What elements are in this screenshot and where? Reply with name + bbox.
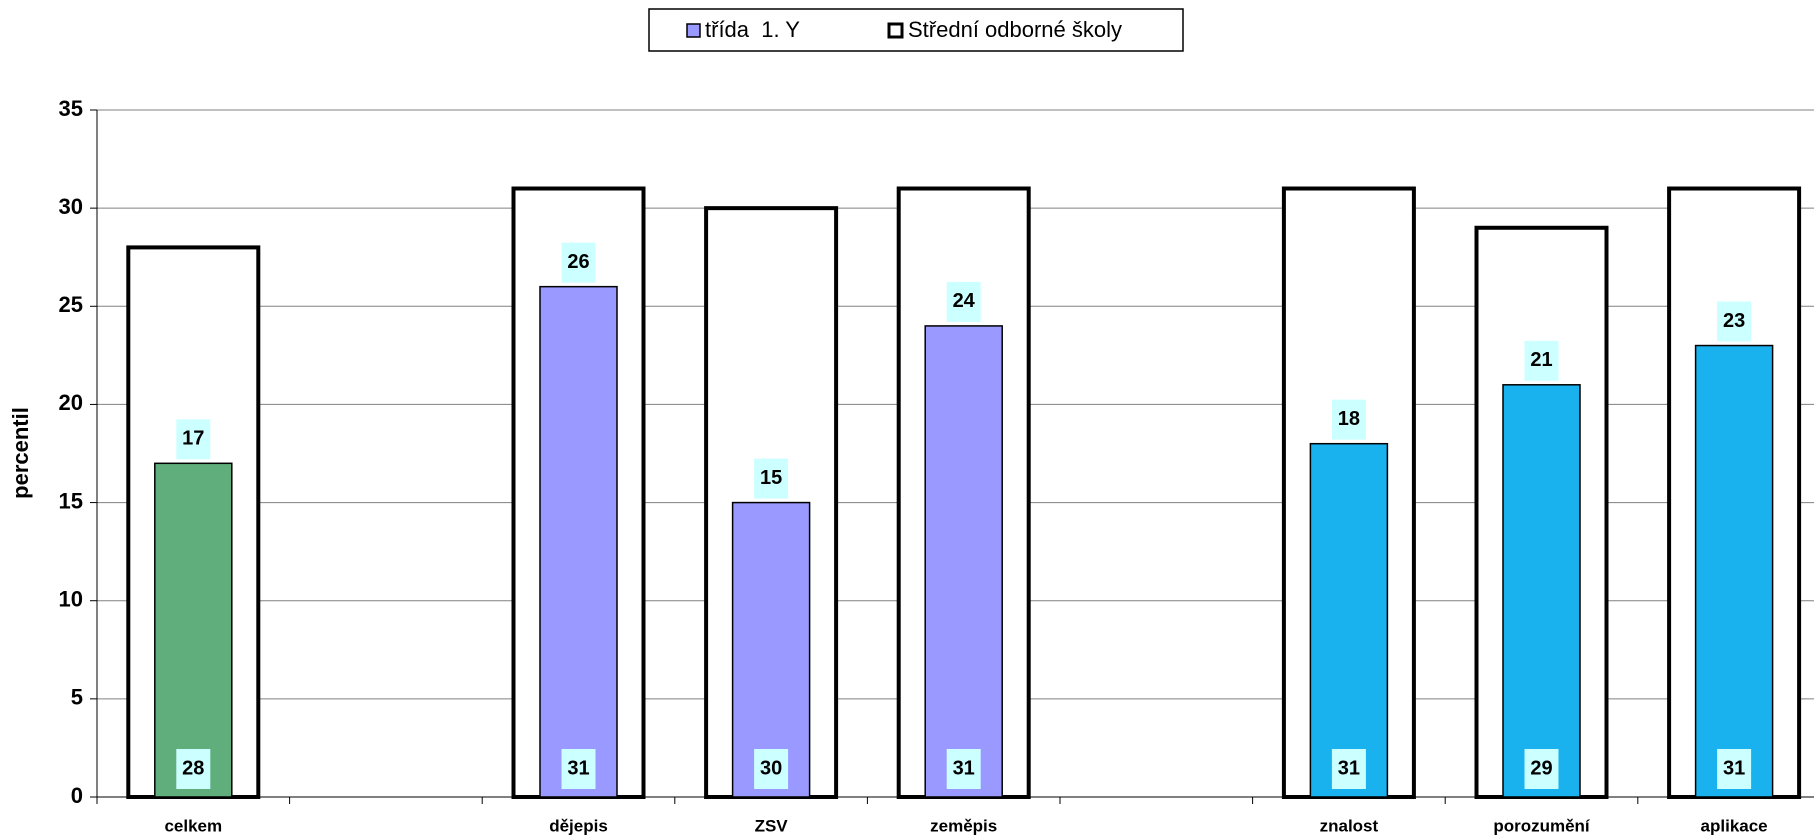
y-tick-label: 0	[71, 783, 83, 808]
value-label: 30	[760, 757, 782, 779]
value-label: 31	[1723, 757, 1745, 779]
x-tick-label: porozumění	[1493, 816, 1591, 835]
value-label: 21	[1530, 349, 1552, 371]
x-tick-label: znalost	[1320, 816, 1379, 835]
value-label-bg	[1717, 749, 1752, 789]
x-tick-label: zeměpis	[930, 816, 997, 835]
bar	[1694, 344, 1774, 798]
bar	[731, 501, 811, 798]
value-label-bg	[176, 419, 211, 460]
value-label: 24	[953, 290, 976, 312]
value-label: 18	[1338, 408, 1360, 430]
legend-label: třída 1. Y	[705, 17, 800, 42]
value-label: 28	[182, 757, 204, 779]
x-tick-label: ZSV	[755, 816, 789, 835]
value-label: 26	[567, 251, 589, 273]
value-label: 29	[1530, 757, 1552, 779]
value-label-bg	[1331, 399, 1366, 440]
value-label: 15	[760, 467, 782, 489]
y-tick-label: 20	[59, 390, 83, 415]
y-tick-label: 5	[71, 685, 83, 710]
value-label: 31	[567, 757, 589, 779]
bar	[1502, 384, 1581, 798]
y-tick-label: 10	[59, 587, 83, 612]
value-label-bg	[1524, 749, 1559, 789]
value-label: 31	[1338, 757, 1360, 779]
bar	[539, 285, 618, 798]
y-axis-label: percentil	[8, 407, 33, 499]
legend-box	[648, 8, 1184, 52]
value-label: 17	[182, 428, 204, 450]
bar	[924, 325, 1003, 798]
value-label-bg	[1331, 749, 1366, 789]
value-label: 31	[953, 757, 975, 779]
y-tick-label: 25	[59, 292, 83, 317]
value-label: 23	[1723, 310, 1745, 332]
x-tick-label: celkem	[164, 816, 222, 835]
value-label-bg	[561, 749, 596, 789]
value-label-bg	[754, 458, 789, 499]
value-label-bg	[561, 242, 596, 283]
x-tick-label: aplikace	[1701, 816, 1768, 835]
value-label-bg	[1524, 340, 1559, 381]
y-tick-label: 35	[59, 96, 83, 121]
y-tick-label: 15	[59, 488, 83, 513]
value-label-bg	[176, 749, 211, 789]
bar	[1309, 442, 1389, 798]
bar	[154, 462, 233, 798]
legend-swatch	[686, 23, 701, 38]
value-label-bg	[946, 749, 981, 789]
x-tick-label: dějepis	[549, 816, 608, 835]
legend-swatch	[887, 22, 904, 39]
legend-label: Střední odborné školy	[908, 17, 1122, 42]
value-label-bg	[1717, 301, 1752, 342]
value-label-bg	[754, 749, 789, 789]
value-label-bg	[946, 281, 981, 322]
y-tick-label: 30	[59, 194, 83, 219]
